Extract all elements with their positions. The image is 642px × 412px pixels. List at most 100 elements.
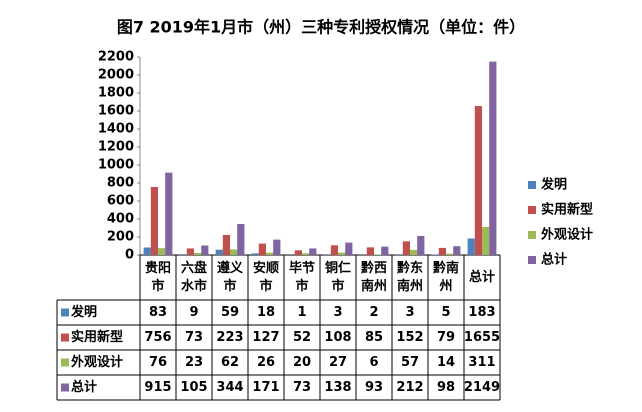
table-value: 6 (369, 354, 379, 370)
legend-key (528, 256, 536, 264)
table-value: 76 (148, 354, 168, 370)
y-tick-label: 800 (107, 176, 134, 191)
bar (438, 247, 446, 255)
table-value: 108 (324, 329, 352, 345)
y-tick-label: 1200 (98, 140, 134, 155)
legend-label: 外观设计 (540, 227, 593, 243)
y-tick-label: 1600 (98, 104, 134, 119)
bar (366, 247, 374, 255)
legend-label: 总计 (541, 252, 567, 268)
bar (150, 186, 158, 255)
table-value: 1 (297, 304, 307, 320)
table-legend-key (61, 383, 69, 392)
table-legend-key (61, 308, 69, 317)
bar (158, 248, 166, 255)
table-value: 59 (220, 304, 240, 320)
table-value: 27 (328, 354, 348, 370)
table-value: 152 (396, 329, 424, 345)
table-value: 2149 (463, 379, 501, 395)
y-tick-label: 400 (107, 212, 134, 227)
table-value: 98 (436, 379, 456, 395)
bar (330, 245, 338, 255)
y-tick-label: 2200 (98, 50, 134, 65)
x-tick-label: 黔南州 (432, 260, 459, 294)
table-value: 20 (292, 354, 312, 370)
bar (179, 254, 187, 255)
table-value: 3 (405, 304, 415, 320)
bar (294, 250, 302, 255)
table-value: 9 (189, 304, 199, 320)
bar (237, 224, 245, 255)
bar (467, 238, 475, 255)
table-row-label: 实用新型 (71, 329, 124, 345)
table-value: 105 (180, 379, 208, 395)
bar (165, 172, 173, 255)
x-tick-label: 遵义市 (216, 260, 243, 294)
table-value: 223 (216, 329, 244, 345)
table-value: 83 (148, 304, 168, 320)
table-value: 5 (441, 304, 451, 320)
x-tick-label: 六盘水市 (180, 260, 207, 294)
table-value: 756 (144, 329, 172, 345)
bar (417, 235, 425, 255)
table-value: 311 (468, 354, 496, 370)
legend-label: 实用新型 (541, 202, 593, 218)
bar (453, 246, 461, 255)
legend-label: 发明 (540, 177, 567, 193)
bar (266, 252, 274, 255)
x-tick-label: 总计 (468, 269, 495, 285)
bar (230, 249, 238, 255)
y-tick-label: 0 (125, 248, 134, 263)
table-row-label: 发明 (71, 304, 98, 320)
bar (194, 252, 202, 255)
x-tick-label: 贵阳市 (144, 260, 171, 294)
y-tick-label: 200 (107, 230, 134, 245)
bar (258, 243, 266, 255)
bar (410, 249, 418, 255)
bar (251, 253, 259, 255)
bar (186, 248, 194, 255)
x-tick-label: 黔西南州 (360, 260, 387, 294)
table-row-label: 总计 (71, 379, 98, 395)
bar (273, 239, 281, 255)
table-value: 73 (292, 379, 312, 395)
table-legend-key (61, 358, 69, 367)
bar (309, 248, 317, 255)
bar (381, 246, 389, 255)
table-value: 2 (369, 304, 379, 320)
table-value: 14 (436, 354, 456, 370)
table-value: 18 (256, 304, 276, 320)
legend-key (528, 181, 536, 189)
bar (402, 241, 410, 255)
table-value: 183 (468, 304, 496, 320)
y-tick-label: 1000 (98, 158, 134, 173)
table-value: 85 (364, 329, 384, 345)
legend-key (528, 231, 536, 239)
table-value: 127 (252, 329, 280, 345)
bar (489, 61, 497, 256)
table-value: 57 (400, 354, 420, 370)
x-tick-label: 安顺市 (252, 260, 279, 294)
x-tick-label: 毕节市 (288, 260, 315, 294)
bar (222, 234, 230, 255)
table-value: 138 (324, 379, 352, 395)
y-tick-label: 600 (107, 194, 134, 209)
bar (446, 253, 454, 255)
x-tick-label: 铜仁市 (324, 260, 351, 294)
bar (338, 252, 346, 255)
table-value: 93 (364, 379, 384, 395)
bar (474, 106, 482, 255)
table-legend-key (61, 333, 69, 342)
table-value: 212 (396, 379, 424, 395)
table-value: 915 (144, 379, 172, 395)
x-tick-label: 黔东南州 (396, 260, 423, 294)
table-value: 73 (184, 329, 204, 345)
table-value: 52 (292, 329, 312, 345)
chart-title: 图7 2019年1月市（州）三种专利授权情况（单位：件） (117, 18, 525, 37)
table-value: 171 (252, 379, 280, 395)
legend-key (528, 206, 536, 214)
y-tick-label: 2000 (98, 68, 134, 83)
bar (143, 247, 151, 255)
table-value: 344 (216, 379, 244, 395)
